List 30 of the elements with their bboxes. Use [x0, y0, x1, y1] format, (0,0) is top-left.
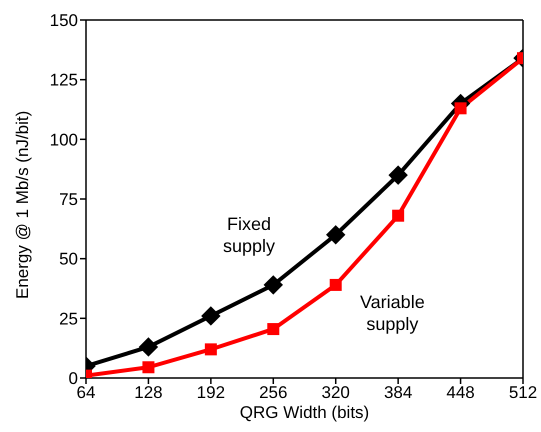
point — [326, 225, 346, 244]
x-axis-title: QRG Width (bits) — [240, 403, 370, 422]
y-tick-label: 125 — [50, 70, 78, 90]
x-tick-label: 192 — [196, 383, 226, 402]
point — [330, 278, 342, 291]
y-axis-title: Energy @ 1 Mb/s (nJ/bit) — [13, 110, 32, 299]
x-tick-label: 64 — [76, 383, 96, 402]
point — [201, 306, 220, 326]
y-tick-label: 25 — [59, 309, 78, 328]
x-tick-label: 256 — [259, 383, 288, 402]
x-tick-label: 448 — [446, 383, 475, 402]
point — [392, 210, 404, 222]
point — [204, 343, 217, 356]
annotation: Fixed supply — [223, 213, 276, 257]
x-tick-label: 320 — [322, 383, 350, 402]
annotation: Variable supply — [360, 291, 425, 335]
x-tick-label: 512 — [508, 383, 538, 402]
point — [264, 275, 283, 294]
point — [388, 166, 408, 185]
y-tick-label: 50 — [59, 250, 78, 269]
y-tick-label: 150 — [50, 11, 78, 30]
point — [267, 323, 280, 336]
y-tick-label: 100 — [50, 130, 78, 150]
point — [138, 337, 158, 356]
point — [142, 361, 154, 374]
x-tick-label: 128 — [134, 383, 163, 402]
y-tick-label: 75 — [59, 190, 78, 210]
y-tick-label: 0 — [68, 369, 78, 388]
point — [454, 102, 467, 114]
x-tick-label: 384 — [384, 383, 412, 402]
